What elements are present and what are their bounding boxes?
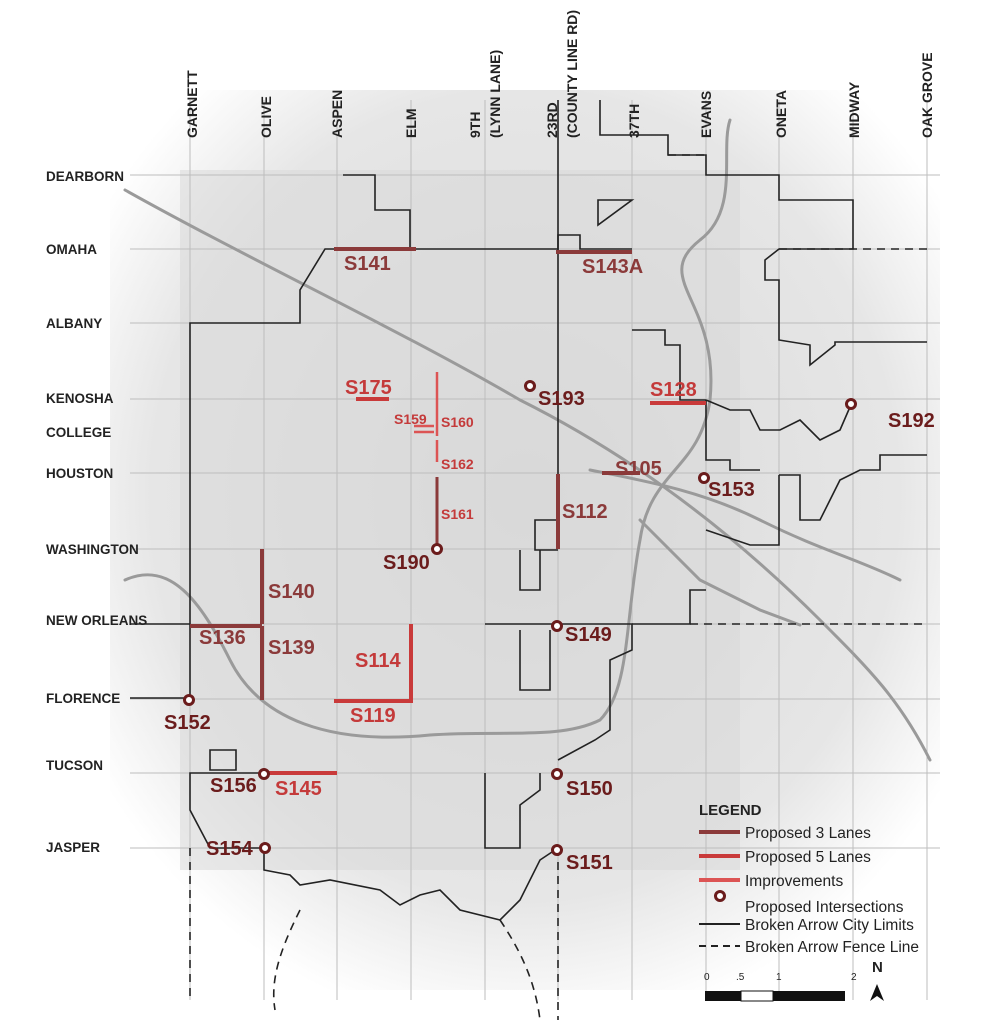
road-label-houston: HOUSTON	[46, 466, 113, 481]
project-label-s114: S114	[355, 650, 401, 672]
intersection-markers	[183, 380, 857, 856]
project-label-s143a: S143A	[582, 256, 643, 278]
legend: LEGEND Proposed 3 Lanes Proposed 5 Lanes…	[699, 802, 919, 956]
intersection-label-s151: S151	[566, 852, 613, 874]
intersection-s192	[845, 398, 857, 410]
project-labels: S141 S143A S175 S159 S160 S162 S161 S128…	[199, 253, 697, 800]
project-label-s136: S136	[199, 627, 246, 649]
road-label-omaha: OMAHA	[46, 242, 97, 257]
intersection-s190	[431, 543, 443, 555]
road-label-jasper: JASPER	[46, 840, 100, 855]
intersection-s149	[551, 620, 563, 632]
intersection-s151	[551, 844, 563, 856]
road-label-tucson: TUCSON	[46, 758, 103, 773]
intersection-label-s193: S193	[538, 388, 585, 410]
scale-tick-2: 2	[851, 972, 857, 983]
scale-tick-half: .5	[736, 972, 745, 983]
road-label-washington: WASHINGTON	[46, 542, 139, 557]
legend-label-intersections: Proposed Intersections	[745, 899, 904, 916]
legend-label-improvements: Improvements	[745, 873, 843, 890]
legend-label-3-lanes: Proposed 3 Lanes	[745, 825, 871, 842]
legend-title: LEGEND	[699, 802, 762, 819]
column-road-labels: GARNETT OLIVE ASPEN ELM 9TH (LYNN LANE) …	[184, 10, 935, 138]
highway-creek-turnpike	[123, 118, 732, 739]
intersection-label-s154: S154	[206, 838, 254, 860]
project-label-s159: S159	[394, 411, 427, 427]
road-label-aspen: ASPEN	[329, 90, 345, 138]
project-label-s112: S112	[562, 501, 608, 523]
legend-label-city-limits: Broken Arrow City Limits	[745, 917, 914, 934]
road-label-9th: 9TH	[467, 112, 483, 138]
intersection-label-s150: S150	[566, 778, 613, 800]
legend-swatch-intersection	[714, 890, 726, 902]
project-label-s175: S175	[345, 377, 392, 399]
project-label-s162: S162	[441, 456, 474, 472]
intersection-s154	[259, 842, 271, 854]
road-label-midway: MIDWAY	[846, 81, 862, 138]
legend-label-5-lanes: Proposed 5 Lanes	[745, 849, 871, 866]
project-label-s145: S145	[275, 778, 322, 800]
intersection-labels: S193 S192 S153 S190 S149 S152 S156 S150 …	[164, 388, 935, 874]
project-label-s160: S160	[441, 414, 474, 430]
intersection-s193	[524, 380, 536, 392]
project-label-s141: S141	[344, 253, 391, 275]
road-label-county-line: (COUNTY LINE RD)	[564, 10, 580, 138]
intersection-s152	[183, 694, 195, 706]
road-label-37th: 37TH	[626, 104, 642, 138]
road-label-dearborn: DEARBORN	[46, 169, 124, 184]
intersection-label-s149: S149	[565, 624, 612, 646]
road-label-garnett: GARNETT	[184, 70, 200, 138]
road-label-evans: EVANS	[698, 91, 714, 138]
north-arrow-icon	[870, 984, 884, 1001]
road-label-oak-grove: OAK GROVE	[919, 52, 935, 138]
road-label-lynn-lane: (LYNN LANE)	[487, 50, 503, 138]
north-label: N	[872, 959, 883, 976]
road-label-oneta: ONETA	[773, 90, 789, 138]
highway-east	[588, 468, 902, 582]
row-road-labels: DEARBORN OMAHA ALBANY KENOSHA COLLEGE HO…	[46, 169, 147, 855]
scale-tick-1: 1	[776, 972, 782, 983]
fence-line	[189, 154, 927, 1021]
road-label-elm: ELM	[403, 108, 419, 138]
project-label-s140: S140	[268, 581, 315, 603]
intersection-s153	[698, 472, 710, 484]
basemap-core	[180, 170, 740, 870]
project-label-s105: S105	[615, 458, 662, 480]
project-segments	[190, 247, 706, 775]
project-label-s161: S161	[441, 506, 474, 522]
intersection-label-s156: S156	[210, 775, 257, 797]
road-label-new-orleans: NEW ORLEANS	[46, 613, 147, 628]
highway-right	[638, 518, 802, 627]
intersection-label-s152: S152	[164, 712, 211, 734]
project-label-s128: S128	[650, 379, 697, 401]
road-label-albany: ALBANY	[46, 316, 102, 331]
highway-diagonal	[123, 188, 932, 762]
scale-tick-0: 0	[704, 972, 710, 983]
road-label-college: COLLEGE	[46, 425, 111, 440]
intersection-label-s190: S190	[383, 552, 430, 574]
highways	[123, 118, 932, 762]
scale-bar: 0 .5 1 2 N	[704, 959, 884, 1002]
project-label-s119: S119	[350, 705, 396, 727]
road-label-kenosha: KENOSHA	[46, 391, 114, 406]
intersection-label-s192: S192	[888, 410, 935, 432]
intersection-s156	[258, 768, 270, 780]
intersection-s150	[551, 768, 563, 780]
project-label-s139: S139	[268, 637, 315, 659]
legend-label-fence-line: Broken Arrow Fence Line	[745, 939, 919, 956]
road-label-olive: OLIVE	[258, 96, 274, 138]
intersection-label-s153: S153	[708, 479, 755, 501]
road-label-florence: FLORENCE	[46, 691, 120, 706]
road-label-23rd: 23RD	[544, 102, 560, 138]
